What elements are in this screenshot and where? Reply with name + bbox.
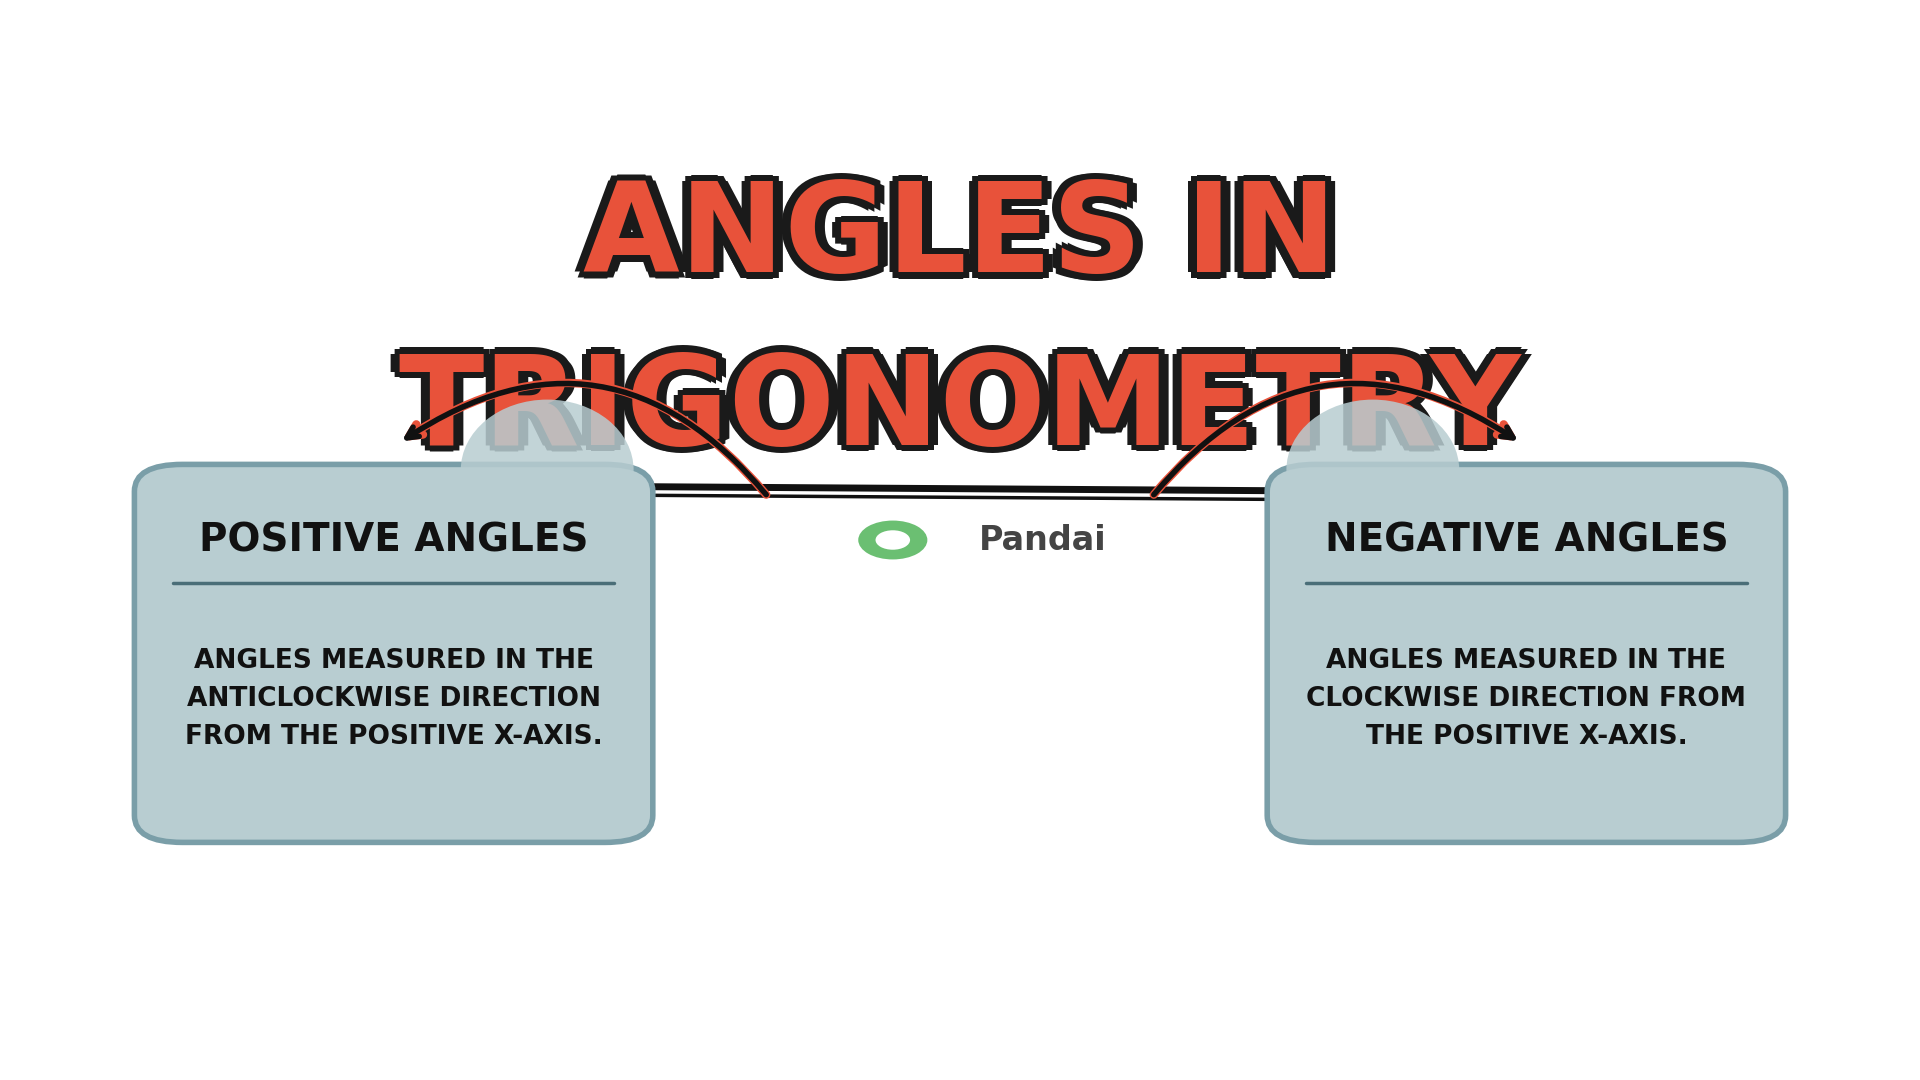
Ellipse shape: [1286, 400, 1459, 540]
Text: ANGLES MEASURED IN THE
ANTICLOCKWISE DIRECTION
FROM THE POSITIVE X-AXIS.: ANGLES MEASURED IN THE ANTICLOCKWISE DIR…: [184, 648, 603, 750]
Circle shape: [876, 530, 910, 550]
Text: TRIGONOMETRY: TRIGONOMETRY: [399, 343, 1521, 464]
Text: TRIGONOMETRY: TRIGONOMETRY: [399, 356, 1521, 477]
Text: TRIGONOMETRY: TRIGONOMETRY: [399, 350, 1521, 471]
Text: ANGLES MEASURED IN THE
CLOCKWISE DIRECTION FROM
THE POSITIVE X-AXIS.: ANGLES MEASURED IN THE CLOCKWISE DIRECTI…: [1306, 648, 1747, 750]
Text: POSITIVE ANGLES: POSITIVE ANGLES: [200, 521, 588, 559]
Text: ANGLES IN: ANGLES IN: [578, 172, 1331, 293]
Text: ANGLES IN: ANGLES IN: [584, 171, 1336, 292]
Text: TRIGONOMETRY: TRIGONOMETRY: [394, 345, 1515, 465]
Text: ANGLES IN: ANGLES IN: [589, 183, 1342, 303]
Circle shape: [858, 521, 927, 559]
Text: ANGLES IN: ANGLES IN: [574, 177, 1327, 298]
Text: ANGLES IN: ANGLES IN: [584, 177, 1336, 298]
Text: ANGLES IN: ANGLES IN: [589, 172, 1342, 293]
Text: TRIGONOMETRY: TRIGONOMETRY: [405, 345, 1526, 465]
Text: ANGLES IN: ANGLES IN: [593, 177, 1346, 298]
FancyBboxPatch shape: [1267, 464, 1786, 842]
Text: Pandai: Pandai: [979, 524, 1106, 556]
FancyBboxPatch shape: [134, 464, 653, 842]
Ellipse shape: [461, 400, 634, 540]
Text: TRIGONOMETRY: TRIGONOMETRY: [405, 355, 1526, 476]
Text: TRIGONOMETRY: TRIGONOMETRY: [390, 350, 1511, 471]
Text: NEGATIVE ANGLES: NEGATIVE ANGLES: [1325, 521, 1728, 559]
Text: TRIGONOMETRY: TRIGONOMETRY: [394, 355, 1515, 476]
Text: ANGLES IN: ANGLES IN: [578, 183, 1331, 303]
Text: TRIGONOMETRY: TRIGONOMETRY: [409, 350, 1530, 471]
Text: ANGLES IN: ANGLES IN: [584, 184, 1336, 305]
